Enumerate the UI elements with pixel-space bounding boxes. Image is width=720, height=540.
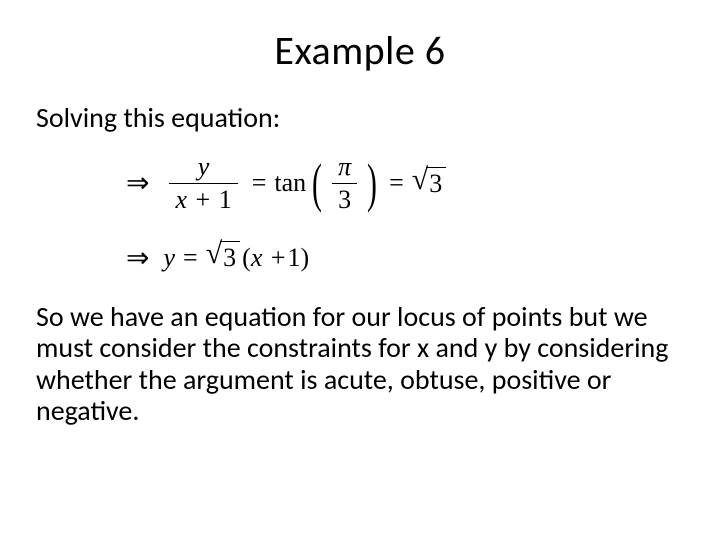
left-paren-small: ( <box>242 243 251 272</box>
right-paren-icon: ) <box>367 156 377 210</box>
fraction-numerator: y <box>192 152 216 182</box>
inner-x: x <box>251 243 263 272</box>
right-paren-small: ) <box>301 243 310 272</box>
den-x: x <box>175 185 187 214</box>
implies-icon-2: ⇒ <box>126 241 149 275</box>
tan-function: tan <box>274 168 306 198</box>
body-paragraph: So we have an equation for our locus of … <box>36 301 684 428</box>
sqrt-3-b: √ 3 <box>206 241 240 273</box>
equals-1a: = <box>252 168 267 198</box>
pi-num: π <box>332 152 357 182</box>
lhs-y: y <box>163 243 175 273</box>
equation-block: ⇒ y x + 1 = tan ( π 3 ) <box>126 152 684 275</box>
radicand-3b: 3 <box>220 241 240 273</box>
slide-title: Example 6 <box>36 26 684 75</box>
equals-2: = <box>183 243 198 273</box>
den-plus: + <box>196 185 211 214</box>
radicand-3a: 3 <box>426 167 446 199</box>
fraction-bar <box>169 183 237 184</box>
three-den: 3 <box>332 185 357 215</box>
equation-1: ⇒ y x + 1 = tan ( π 3 ) <box>126 152 684 215</box>
slide: Example 6 Solving this equation: ⇒ y x +… <box>0 0 720 540</box>
fraction-denominator: x + 1 <box>169 185 237 215</box>
sqrt-3-a: √ 3 <box>412 167 446 199</box>
fraction-pi-over-3: π 3 <box>332 152 357 215</box>
implies-icon: ⇒ <box>126 166 149 200</box>
fraction-bar-2 <box>332 183 357 184</box>
left-paren-icon: ( <box>312 156 322 210</box>
inner-plus: + <box>271 243 286 272</box>
den-one: 1 <box>219 185 232 214</box>
inner-one: 1 <box>288 243 301 272</box>
equation-2: ⇒ y = √ 3 (x +1) <box>126 241 684 275</box>
equals-1b: = <box>389 168 404 198</box>
paren-xplus1: (x +1) <box>242 243 309 273</box>
intro-text: Solving this equation: <box>36 103 684 134</box>
tan-arg-paren: ( π 3 ) <box>308 152 381 215</box>
fraction-y-over-xplus1: y x + 1 <box>169 152 237 215</box>
